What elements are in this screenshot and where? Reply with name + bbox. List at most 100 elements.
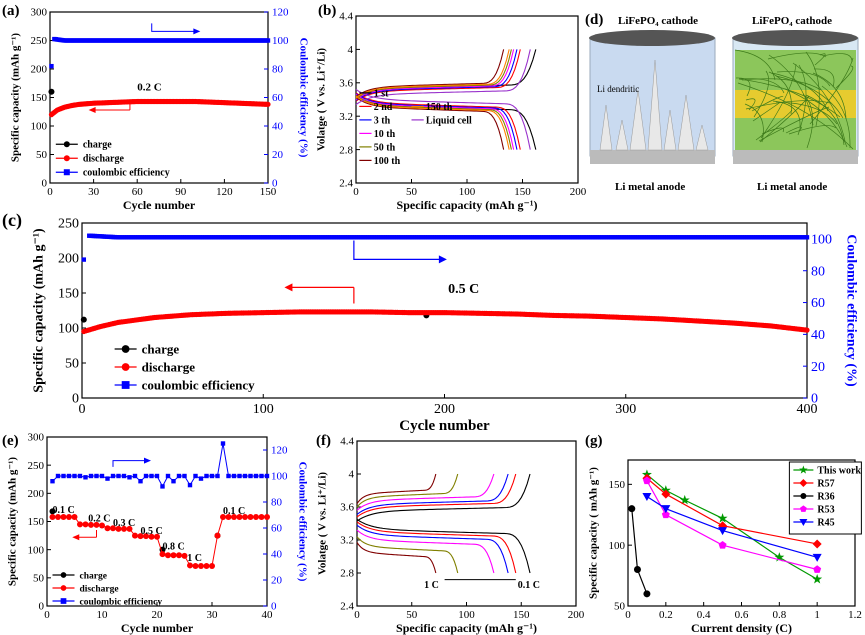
data-point — [799, 505, 807, 512]
y2-tick-label: 80 — [811, 264, 825, 279]
data-point — [812, 573, 823, 584]
x-tick-label: 150 — [514, 186, 531, 198]
x-tick-label: 50 — [406, 186, 418, 198]
data-point — [812, 553, 822, 562]
y2-tick-label: 0 — [272, 178, 278, 190]
data-point — [121, 381, 130, 389]
y-tick-label: 100 — [609, 540, 626, 552]
panel-b: 0 50 100 150 200 2.4 2.8 3.2 3.6 4 4.4(b) Specific … — [315, 3, 586, 212]
y-tick-label: 3.2 — [340, 535, 354, 547]
data-point — [80, 316, 87, 323]
legend-entry: 10 th — [374, 129, 396, 140]
y2-tick-label: 60 — [811, 296, 825, 311]
discharge-curve — [355, 89, 531, 150]
legend-entry: 3 th — [374, 115, 391, 126]
panel-e: 0 10 20 30 400501001502002503000204060801001… — [2, 432, 309, 635]
y2-tick-label: 20 — [811, 360, 825, 375]
x-tick-label: 200 — [570, 186, 587, 198]
rate-label: 1 C — [187, 553, 202, 564]
x-tick-label: 40 — [262, 609, 274, 621]
y2-tick-label: 20 — [271, 575, 283, 587]
x-axis-label: Cycle number — [399, 418, 490, 434]
fiber-strand — [760, 63, 797, 139]
fiber-strand — [745, 100, 831, 110]
fiber-strand — [753, 70, 769, 118]
data-point — [121, 363, 130, 371]
fiber-strand — [821, 85, 851, 149]
discharge-curve — [356, 536, 459, 574]
data-point — [60, 572, 67, 578]
y-tick-label: 4 — [349, 469, 355, 481]
x-tick-label: 150 — [260, 186, 277, 198]
y-axis-label: Volatge ( V vs. Li⁺/Li) — [316, 472, 328, 575]
data-point — [661, 489, 671, 499]
panel-label: (a) — [2, 3, 20, 19]
rate-label: 0.1 C — [53, 505, 75, 516]
fiber-strand — [788, 125, 837, 135]
rate-label: 0.8 C — [163, 542, 185, 553]
y-tick-label: 3.2 — [339, 111, 353, 123]
legend-entry: coulombic efficiency — [80, 597, 163, 607]
panel-a: 0 30 60 90 120 150050100150200250300020406080… — [2, 3, 310, 212]
right-cathode-label: LiFePO₄ cathode — [752, 15, 832, 27]
discharge-curve — [356, 524, 509, 574]
curve-label: 1 C — [424, 580, 439, 591]
charge-curve — [356, 473, 517, 518]
fiber-strand — [744, 103, 764, 143]
discharge-curve — [356, 542, 437, 574]
panel-f: 0 50 100 150 200 2.4 2.8 3.2 3.6 4 4.4 (f) Specific … — [316, 433, 585, 635]
left-cathode-plate — [589, 30, 715, 46]
fiber-strand — [822, 53, 853, 63]
y-tick-label: 150 — [28, 516, 45, 528]
y-tick-label: 100 — [28, 544, 45, 556]
x-tick-label: 0.8 — [772, 609, 786, 621]
charge-curve — [355, 49, 531, 105]
fiber-strand — [802, 93, 813, 149]
discharge-curve — [355, 93, 518, 150]
charge-curve — [356, 473, 459, 508]
x-tick-label: 10 — [97, 609, 109, 621]
x-tick-label: 20 — [152, 609, 164, 621]
data-point — [813, 565, 822, 573]
right-anode-label: Li metal anode — [757, 181, 827, 193]
legend-entry: 50 th — [374, 142, 396, 153]
arrow-head — [88, 107, 96, 114]
x-tick-label: 150 — [513, 609, 530, 621]
data-point — [804, 235, 810, 240]
data-point — [60, 598, 67, 604]
rate-label: 0.2 C — [88, 514, 110, 525]
panel-label: (f) — [316, 433, 331, 449]
legend-entry: R36 — [817, 492, 834, 503]
arrow-to-ce — [112, 460, 146, 467]
legend-entry: Liquid cell — [426, 115, 472, 126]
left-anode-label: Li metal anode — [615, 181, 685, 193]
x-tick-label: 0 — [354, 609, 360, 621]
fiber-strand — [741, 78, 822, 91]
panel-d-label: (d) — [585, 12, 603, 28]
legend-entry: 150 th — [426, 102, 453, 113]
data-point — [48, 88, 55, 95]
data-point — [804, 327, 810, 333]
legend-entry: R45 — [817, 518, 834, 529]
x-tick-label: 100 — [459, 186, 476, 198]
legend-entry: 100 th — [374, 156, 401, 167]
data-point — [642, 476, 651, 485]
data-point — [63, 169, 70, 176]
yellow-fiber-layer — [735, 90, 856, 118]
legend-entry: charge — [83, 140, 112, 151]
series-line — [52, 443, 267, 488]
legend-entry: 2 nd — [374, 102, 393, 113]
rate-label: 0.5 C — [141, 526, 163, 537]
y-axis-label: Specific capacity ( mAh g⁻¹) — [587, 467, 599, 599]
rate-label: 0.3 C — [113, 518, 135, 529]
series-line — [646, 495, 818, 558]
fiber-strand — [792, 62, 846, 142]
y-tick-label: 4 — [348, 44, 354, 56]
charge-curve — [355, 49, 521, 102]
fiber-strand — [814, 53, 826, 66]
y2-tick-label: 0 — [271, 601, 277, 613]
y2-tick-label: 100 — [272, 35, 289, 47]
arrow-head — [438, 255, 447, 264]
fiber-strand — [758, 106, 830, 142]
y-tick-label: 200 — [58, 252, 79, 267]
